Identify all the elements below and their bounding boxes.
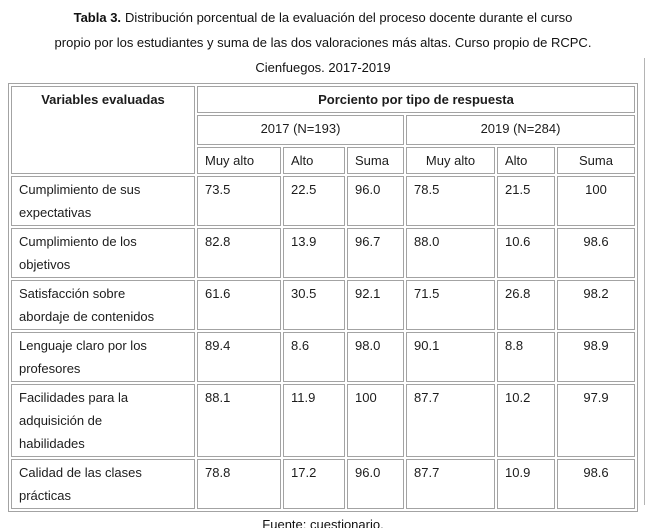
value-cell: 88.1 bbox=[197, 384, 281, 457]
table-row: Cumplimiento de los objetivos 82.8 13.9 … bbox=[11, 228, 635, 278]
value-cell: 100 bbox=[557, 176, 635, 226]
value-cell: 82.8 bbox=[197, 228, 281, 278]
value-cell: 21.5 bbox=[497, 176, 555, 226]
value-cell: 98.6 bbox=[557, 459, 635, 509]
value-cell: 100 bbox=[347, 384, 404, 457]
value-cell: 78.8 bbox=[197, 459, 281, 509]
value-cell: 98.6 bbox=[557, 228, 635, 278]
value-cell: 73.5 bbox=[197, 176, 281, 226]
header-row-top: Variables evaluadas Porciento por tipo d… bbox=[11, 86, 635, 174]
variable-cell: Facilidades para la adquisición de habil… bbox=[11, 384, 195, 457]
header-row-response-types: Muy alto Alto Suma Muy alto Alto Suma bbox=[11, 147, 635, 174]
caption-text: Distribución porcentual de la evaluación… bbox=[125, 10, 573, 25]
value-cell: 26.8 bbox=[497, 280, 555, 330]
header-variables: Variables evaluadas bbox=[11, 86, 195, 174]
header-row-years: 2017 (N=193) 2019 (N=284) bbox=[11, 115, 635, 145]
variable-cell: Calidad de las clases prácticas bbox=[11, 459, 195, 509]
table-row: Satisfacción sobre abordaje de contenido… bbox=[11, 280, 635, 330]
value-cell: 30.5 bbox=[283, 280, 345, 330]
table-row: Calidad de las clases prácticas 78.8 17.… bbox=[11, 459, 635, 509]
value-cell: 11.9 bbox=[283, 384, 345, 457]
caption-line-2: propio por los estudiantes y suma de las… bbox=[54, 35, 592, 50]
page-edge-divider bbox=[644, 58, 645, 505]
value-cell: 78.5 bbox=[406, 176, 495, 226]
table-caption: Tabla 3. Distribución porcentual de la ev… bbox=[0, 0, 646, 80]
value-cell: 96.0 bbox=[347, 176, 404, 226]
value-cell: 97.9 bbox=[557, 384, 635, 457]
value-cell: 87.7 bbox=[406, 384, 495, 457]
value-cell: 98.9 bbox=[557, 332, 635, 382]
value-cell: 88.0 bbox=[406, 228, 495, 278]
header-group-2019: 2019 (N=284) bbox=[406, 115, 635, 145]
value-cell: 10.6 bbox=[497, 228, 555, 278]
value-cell: 17.2 bbox=[283, 459, 345, 509]
value-cell: 13.9 bbox=[283, 228, 345, 278]
caption-label: Tabla 3. bbox=[73, 10, 122, 25]
value-cell: 90.1 bbox=[406, 332, 495, 382]
value-cell: 96.7 bbox=[347, 228, 404, 278]
header-suma-2017: Suma bbox=[347, 147, 404, 174]
value-cell: 87.7 bbox=[406, 459, 495, 509]
variable-cell: Lenguaje claro por los profesores bbox=[11, 332, 195, 382]
value-cell: 96.0 bbox=[347, 459, 404, 509]
value-cell: 8.6 bbox=[283, 332, 345, 382]
header-suma-2019: Suma bbox=[557, 147, 635, 174]
table-row: Lenguaje claro por los profesores 89.4 8… bbox=[11, 332, 635, 382]
value-cell: 98.0 bbox=[347, 332, 404, 382]
variable-cell: Satisfacción sobre abordaje de contenido… bbox=[11, 280, 195, 330]
table-source: Fuente: cuestionario. bbox=[262, 517, 384, 528]
variable-cell: Cumplimiento de los objetivos bbox=[11, 228, 195, 278]
table-row: Facilidades para la adquisición de habil… bbox=[11, 384, 635, 457]
header-muy-alto-2019: Muy alto bbox=[406, 147, 495, 174]
value-cell: 61.6 bbox=[197, 280, 281, 330]
table-row: Cumplimiento de sus expectativas 73.5 22… bbox=[11, 176, 635, 226]
header-alto-2017: Alto bbox=[283, 147, 345, 174]
value-cell: 89.4 bbox=[197, 332, 281, 382]
header-alto-2019: Alto bbox=[497, 147, 555, 174]
value-cell: 98.2 bbox=[557, 280, 635, 330]
header-muy-alto-2017: Muy alto bbox=[197, 147, 281, 174]
value-cell: 22.5 bbox=[283, 176, 345, 226]
header-group-2017: 2017 (N=193) bbox=[197, 115, 404, 145]
value-cell: 10.9 bbox=[497, 459, 555, 509]
value-cell: 10.2 bbox=[497, 384, 555, 457]
data-table: Variables evaluadas Porciento por tipo d… bbox=[8, 83, 638, 512]
caption-line-1: Tabla 3. Distribución porcentual de la ev… bbox=[0, 5, 646, 30]
value-cell: 71.5 bbox=[406, 280, 495, 330]
value-cell: 8.8 bbox=[497, 332, 555, 382]
variable-cell: Cumplimiento de sus expectativas bbox=[11, 176, 195, 226]
header-porciento: Porciento por tipo de respuesta bbox=[197, 86, 635, 113]
caption-line-3: Cienfuegos. 2017-2019 bbox=[255, 60, 391, 75]
value-cell: 92.1 bbox=[347, 280, 404, 330]
